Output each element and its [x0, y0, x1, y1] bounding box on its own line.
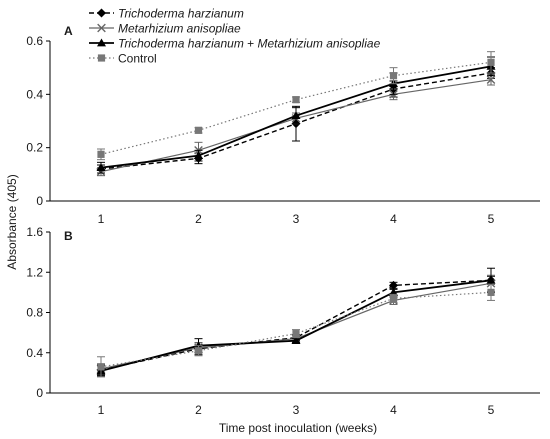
x-tick-label: 3: [293, 403, 300, 417]
x-tick-label: 2: [195, 212, 202, 226]
x-tick-label: 5: [488, 403, 495, 417]
series-4: [97, 51, 495, 161]
x-tick-label: 1: [98, 403, 105, 417]
series-1: [96, 275, 496, 376]
data-point: [96, 163, 106, 172]
legend-marker: [97, 38, 106, 47]
data-point: [389, 72, 398, 80]
legend-label: Metarhizium anisopliae: [118, 22, 241, 36]
y-tick-label: 1.6: [26, 225, 43, 239]
legend-label: Trichoderma harzianum: [118, 7, 244, 21]
y-tick-label: 0: [36, 194, 43, 208]
data-point: [194, 347, 203, 355]
y-tick-label: 0.2: [26, 141, 43, 155]
legend-label-part: Metarhizium anisopliae: [258, 37, 381, 51]
data-point: [194, 126, 203, 134]
y-tick-label: 0.8: [26, 306, 43, 320]
panel-label: B: [64, 229, 73, 243]
y-tick-label: 0.4: [26, 87, 43, 101]
data-point: [486, 275, 496, 284]
legend-label-part: Trichoderma harzianum: [118, 37, 244, 51]
series-4: [97, 283, 495, 378]
legend-entry: Metarhizium anisopliae: [89, 22, 241, 36]
x-tick-label: 4: [390, 403, 397, 417]
x-tick-label: 3: [293, 212, 300, 226]
data-point: [389, 294, 398, 303]
data-point: [389, 280, 398, 290]
x-tick-label: 2: [195, 403, 202, 417]
y-tick-label: 0.4: [26, 346, 43, 360]
legend-entry: Trichoderma harzianum: [89, 7, 244, 21]
panel-b: 0 0.4 0.8 1.2 1.6 1 2 3 4 5 B: [26, 225, 540, 417]
series-2: [96, 274, 496, 375]
legend-label: Trichoderma harzianum + Metarhizium anis…: [118, 37, 381, 51]
data-point: [389, 287, 398, 296]
data-point: [194, 341, 203, 350]
data-point: [292, 96, 300, 104]
data-point: [292, 330, 300, 338]
x-tick-label: 5: [488, 212, 495, 226]
data-point: [487, 288, 495, 296]
panel-label: A: [64, 24, 73, 38]
y-tick-label: 1.2: [26, 265, 43, 279]
series-line: [100, 279, 492, 371]
data-point: [486, 75, 496, 84]
panel-a: 0 0.2 0.4 0.6 1 2 3 4 5 A: [26, 24, 540, 226]
x-tick-label: 4: [390, 212, 397, 226]
y-axis-title: Absorbance (405): [5, 174, 19, 269]
legend-marker: [97, 54, 106, 62]
data-point: [97, 363, 105, 371]
legend-label-part: +: [244, 37, 258, 51]
data-point: [487, 58, 495, 66]
legend-marker: [97, 8, 106, 18]
x-axis-title: Time post inoculation (weeks): [219, 421, 377, 435]
series-3: [96, 267, 496, 377]
series-3: [96, 56, 496, 174]
x-tick-label: 1: [98, 212, 105, 226]
data-point: [291, 111, 301, 120]
data-point: [97, 150, 105, 158]
y-tick-label: 0.6: [26, 34, 43, 48]
legend-marker: [97, 23, 106, 33]
legend-entry: Trichoderma harzianum + Metarhizium anis…: [89, 37, 381, 51]
data-point: [291, 336, 301, 345]
y-tick-label: 0: [36, 386, 43, 400]
data-point: [194, 151, 203, 160]
legend-label: Control: [118, 52, 157, 66]
legend-entry: Control: [89, 52, 157, 66]
